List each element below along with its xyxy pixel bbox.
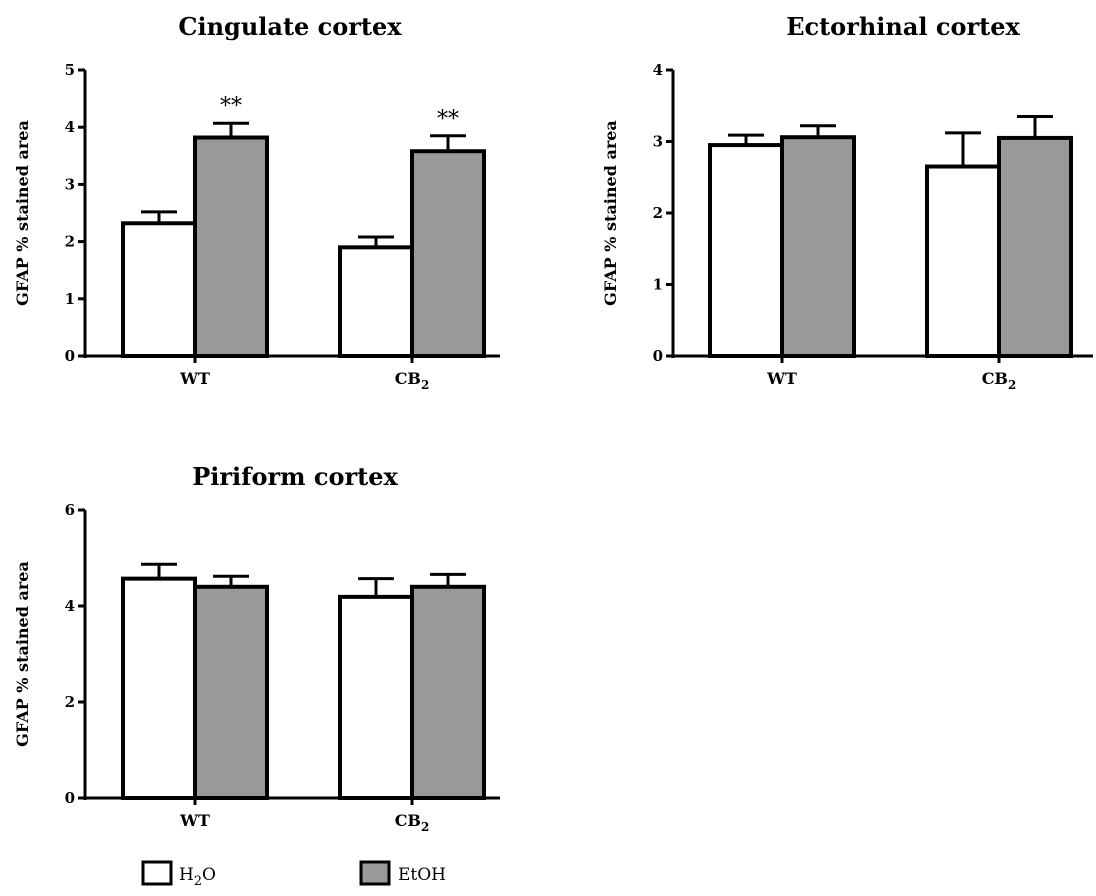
y-tick-label: 0: [653, 347, 663, 365]
y-axis-label: GFAP % stained area: [13, 120, 32, 306]
chart-title: Ectorhinal cortex: [786, 12, 1020, 41]
bar: [193, 584, 269, 800]
y-tick-label: 0: [65, 347, 75, 365]
legend-label-sub: 2: [194, 874, 202, 889]
x-tick-label: CB2: [982, 369, 1017, 392]
y-axis-label: GFAP % stained area: [13, 561, 32, 747]
bar: [338, 594, 414, 800]
y-tick-label: 2: [65, 233, 75, 251]
bar: [708, 143, 784, 358]
x-tick-label: WT: [179, 369, 210, 388]
bar: [925, 164, 1001, 358]
legend-label: H2O: [179, 865, 216, 889]
chart-panel-3: Piriform cortex GFAP % stained area 0 2 4 6 WT…: [13, 462, 500, 834]
x-tick-label-main: WT: [179, 811, 210, 830]
bar: [997, 135, 1073, 358]
x-tick-label-sub: 2: [421, 820, 429, 834]
x-tick-label: CB2: [395, 811, 430, 834]
chart-panel-2: Ectorhinal cortex GFAP % stained area 0 1 2 3…: [601, 12, 1093, 392]
chart-title: Piriform cortex: [192, 462, 398, 491]
legend-swatch: [141, 860, 173, 886]
legend-label-tail: O: [202, 865, 216, 885]
y-tick-label: 4: [65, 118, 75, 136]
legend-label-main: H: [179, 865, 194, 885]
significance-annotation: **: [220, 94, 242, 119]
significance-annotation: **: [437, 107, 459, 132]
y-tick-label: 3: [65, 175, 75, 193]
bar: [121, 221, 197, 358]
x-tick-label: WT: [766, 369, 797, 388]
bar: [193, 135, 269, 358]
legend-label-main: EtOH: [398, 865, 446, 885]
bar: [121, 576, 197, 801]
x-tick-label-main: CB: [982, 369, 1008, 388]
y-tick-label: 0: [65, 789, 75, 807]
bar: [410, 584, 486, 800]
y-tick-label: 2: [653, 204, 663, 222]
y-tick-label: 2: [65, 693, 75, 711]
y-axis-label: GFAP % stained area: [601, 120, 620, 306]
y-tick-label: 3: [653, 133, 663, 151]
y-tick-label: 5: [65, 61, 75, 79]
y-tick-label: 1: [65, 290, 75, 308]
x-tick-label: WT: [179, 811, 210, 830]
legend-label: EtOH: [398, 865, 446, 885]
x-tick-label-main: CB: [395, 369, 421, 388]
bar: [338, 245, 414, 359]
y-tick-label: 6: [65, 501, 75, 519]
chart-panel-1: Cingulate cortex GFAP % stained area ** ** 0…: [13, 12, 500, 392]
bar: [410, 149, 486, 358]
chart-title: Cingulate cortex: [178, 12, 402, 41]
bar: [780, 135, 856, 358]
x-tick-label: CB2: [395, 369, 430, 392]
x-tick-label-main: CB: [395, 811, 421, 830]
x-tick-label-main: WT: [179, 369, 210, 388]
legend: H2O EtOH: [141, 860, 446, 889]
legend-swatch: [359, 860, 391, 886]
y-tick-label: 4: [653, 61, 663, 79]
x-tick-label-main: WT: [766, 369, 797, 388]
y-tick-label: 4: [65, 597, 75, 615]
x-tick-label-sub: 2: [421, 378, 429, 392]
y-tick-label: 1: [653, 276, 663, 294]
x-tick-label-sub: 2: [1008, 378, 1016, 392]
